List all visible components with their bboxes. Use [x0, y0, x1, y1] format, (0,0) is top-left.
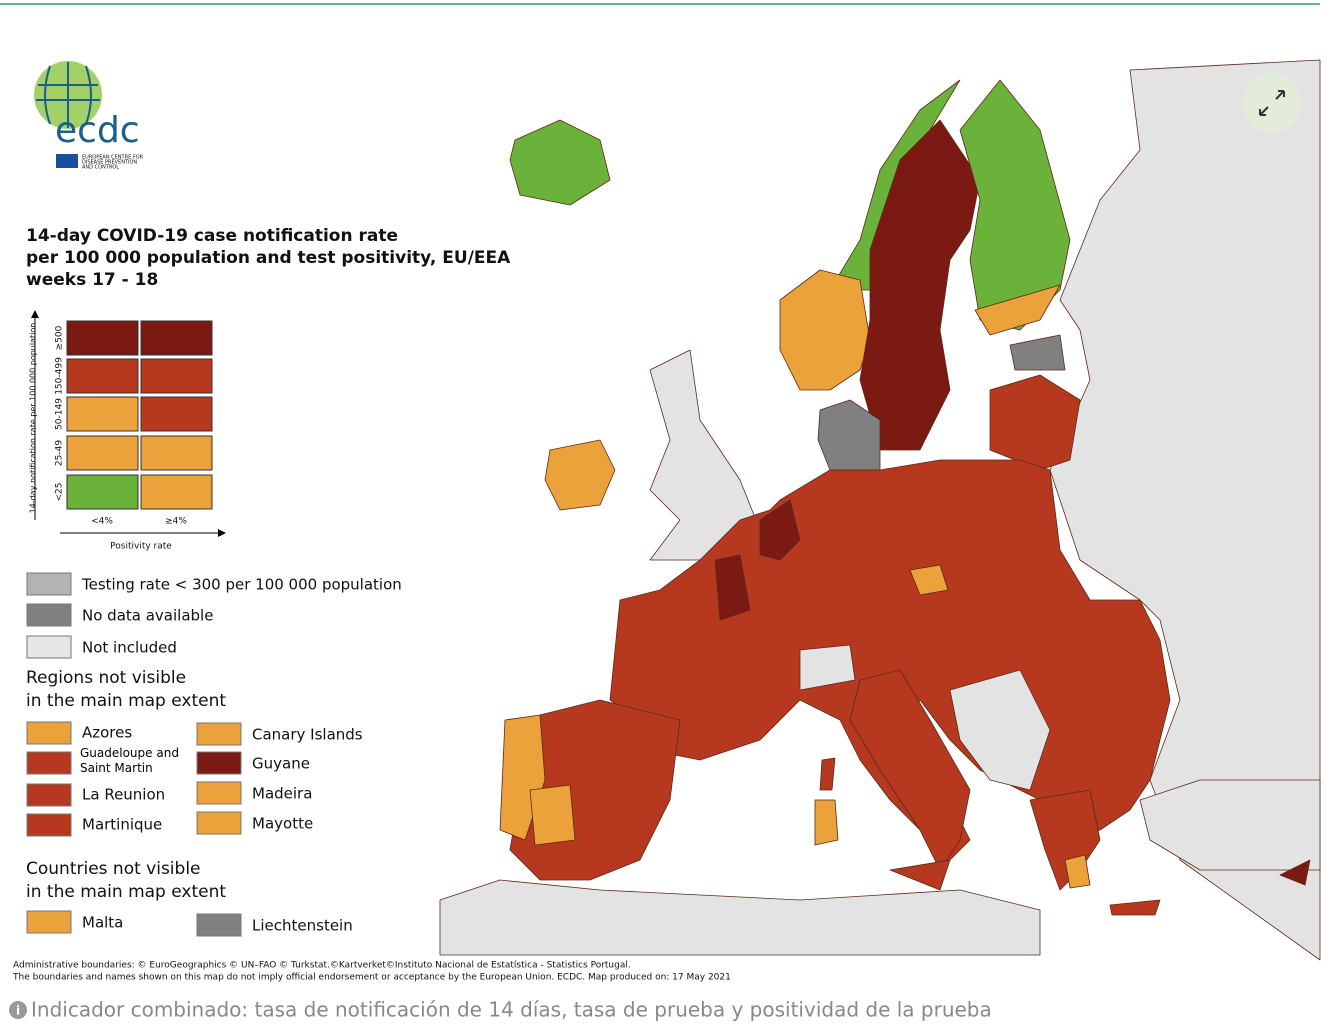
legend-categories: Testing rate < 300 per 100 000 populatio… — [26, 572, 402, 937]
legend-label: Canary Islands — [252, 726, 363, 744]
title-line: 14-day COVID-19 case notification rate — [26, 226, 398, 246]
legend-label: Liechtenstein — [252, 917, 353, 935]
legend-label: La Reunion — [82, 786, 165, 804]
legend-label: Azores — [82, 724, 132, 742]
footer-line: The boundaries and names shown on this m… — [12, 973, 731, 983]
matrix-column-label: <4% — [91, 517, 113, 527]
legend-label: No data available — [82, 607, 213, 625]
section-heading: in the main map extent — [26, 882, 226, 902]
legend-label-wrap: Guadeloupe and Saint Martin — [80, 746, 179, 775]
logo: ecdc EUROPEAN CENTRE FOR DISEASE PREVENT… — [34, 61, 144, 171]
logo-subtitle: AND CONTROL — [82, 165, 119, 171]
section-heading: Regions not visible — [26, 668, 186, 688]
legend-label: Testing rate < 300 per 100 000 populatio… — [81, 576, 402, 594]
title-line: weeks 17 - 18 — [26, 270, 158, 290]
matrix-x-label: Positivity rate — [110, 542, 172, 552]
svg-text:i: i — [16, 1004, 20, 1018]
matrix-row-label: 50-149 — [55, 398, 65, 430]
caption-text: Indicador combinado: tasa de notificació… — [31, 998, 992, 1022]
section-heading: Countries not visible — [26, 859, 201, 879]
legend-label: Not included — [82, 639, 177, 657]
matrix-row-label: ≥500 — [55, 325, 65, 350]
legend-matrix: 14-day notification rate per 100 000 pop… — [29, 310, 226, 552]
expand-button[interactable] — [1242, 73, 1302, 133]
title-line: per 100 000 population and test positivi… — [26, 248, 511, 268]
legend-title: 14-day COVID-19 case notification rate p… — [26, 226, 511, 290]
matrix-row-label: 25-49 — [55, 440, 65, 466]
legend-label: Guyane — [252, 755, 310, 773]
logo-subtitle: EUROPEAN CENTRE FOR — [82, 155, 144, 161]
logo-subtitle: DISEASE PREVENTION — [82, 160, 137, 166]
legend-label: Malta — [82, 914, 123, 932]
matrix-row-label: <25 — [55, 483, 65, 502]
matrix-column-label: ≥4% — [165, 517, 187, 527]
matrix-y-label: 14-day notification rate per 100 000 pop… — [29, 323, 38, 514]
logo-name: ecdc — [55, 110, 140, 151]
caption: i Indicador combinado: tasa de notificac… — [9, 998, 992, 1022]
footer-line: Administrative boundaries: © EuroGeograp… — [13, 961, 631, 971]
map — [439, 59, 1321, 961]
section-heading: in the main map extent — [26, 691, 226, 711]
legend-label: Martinique — [82, 816, 162, 834]
legend-label: Mayotte — [252, 815, 313, 833]
matrix-row-label: 150-499 — [55, 357, 65, 395]
legend-label: Guadeloupe and Saint Martin — [80, 746, 179, 775]
legend-label: Madeira — [252, 785, 312, 803]
